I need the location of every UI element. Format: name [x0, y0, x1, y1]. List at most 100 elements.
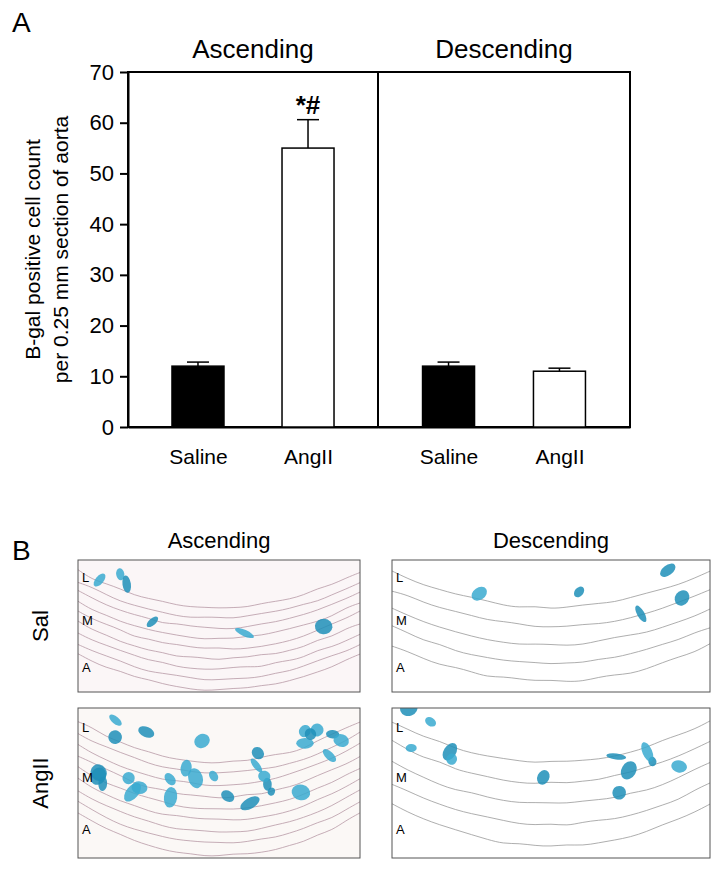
y-tick-label: 20 [90, 313, 114, 338]
panel-title: Ascending [192, 34, 313, 64]
micrograph-texture [78, 560, 360, 692]
micrograph-bg [392, 708, 710, 858]
column-title: Descending [493, 528, 609, 553]
micrograph-texture [392, 708, 710, 858]
stained-cell [267, 787, 277, 797]
layer-label: L [396, 720, 403, 735]
error-bar-cap [548, 367, 570, 369]
y-tick: 30 [90, 262, 128, 287]
error-bar [297, 120, 319, 148]
stained-cell [405, 744, 416, 752]
y-tick-mark [120, 427, 128, 429]
lamella [392, 740, 710, 783]
stained-cell [162, 771, 178, 788]
x-tick: AngII [284, 427, 333, 468]
x-tick-label: AngII [535, 445, 584, 468]
lamella [78, 722, 360, 763]
marks [423, 362, 586, 427]
stained-cell [610, 784, 628, 802]
y-tick-label: 50 [90, 161, 114, 186]
x-tick-label: Saline [169, 445, 227, 468]
micrograph-bg [78, 708, 360, 858]
panel-label: B [12, 535, 31, 566]
stained-cell [207, 769, 220, 783]
y-tick-mark [120, 376, 128, 378]
lamella [78, 633, 360, 669]
micrograph-bg [392, 560, 710, 692]
bar [282, 148, 334, 427]
layer-label: M [396, 770, 407, 785]
stained-cell [91, 572, 107, 589]
stained-cell [398, 708, 420, 719]
y-tick: 0 [102, 415, 128, 440]
layer-label: A [396, 822, 405, 837]
stained-cell [290, 783, 312, 802]
y-tick: 50 [90, 161, 128, 186]
lamella [392, 626, 710, 664]
y-tick-mark [120, 72, 128, 74]
y-axis-title: B-gal positive cell count [21, 139, 44, 360]
lamella [392, 804, 710, 846]
panel-title: Descending [435, 34, 572, 64]
stained-cell [639, 740, 656, 763]
stained-cell [163, 786, 179, 808]
stained-cell [314, 618, 333, 635]
stained-cell [303, 727, 317, 742]
error-bar-cap [187, 361, 209, 363]
layer-label: A [396, 660, 405, 675]
stained-cell [423, 715, 437, 728]
y-tick-label: 10 [90, 364, 114, 389]
y-tick-mark [120, 274, 128, 276]
stained-cell [249, 757, 264, 774]
stained-cell [445, 752, 459, 766]
layer-label: A [82, 660, 91, 675]
annotation: *# [296, 90, 321, 120]
stained-cell [606, 752, 627, 761]
stained-cell [469, 584, 490, 604]
y-tick-mark [120, 173, 128, 175]
y-axis-title: per 0.25 mm section of aorta [49, 116, 72, 384]
layer-label: L [82, 720, 89, 735]
lamella [78, 611, 360, 649]
y-tick-mark [120, 122, 128, 124]
micrograph: LMA [78, 708, 360, 858]
micrograph-border [78, 708, 360, 858]
stained-cell [535, 768, 552, 787]
lamella [392, 783, 710, 825]
y-tick: 10 [90, 364, 128, 389]
x-tick: Saline [420, 427, 478, 468]
error-bar [187, 362, 209, 366]
stained-cell [121, 575, 132, 593]
micrograph: L M A [392, 698, 710, 858]
lamella [78, 767, 360, 809]
stained-cell [145, 615, 160, 629]
x-tick-label: Saline [420, 445, 478, 468]
y-tick: 70 [90, 60, 128, 85]
lamella [78, 790, 360, 832]
lamella [78, 654, 360, 690]
y-axis: 010203040506070 [90, 60, 129, 440]
stained-cell [219, 788, 237, 805]
bar [423, 366, 475, 427]
lamella [78, 801, 360, 843]
figure: AAscending010203040506070SalineAngII*#B-… [0, 0, 714, 869]
lamella [78, 743, 360, 785]
stained-cell [249, 744, 266, 761]
stained-cell [321, 747, 339, 764]
micrograph-texture [78, 708, 360, 858]
lamella [392, 644, 710, 682]
column-title: Ascending [168, 528, 271, 553]
lamella [392, 590, 710, 627]
layer-label: M [82, 770, 93, 785]
stained-cell [106, 728, 125, 747]
plot-frame [128, 72, 378, 427]
stained-cell [658, 561, 678, 580]
error-bar [438, 362, 460, 366]
x-tick: Saline [169, 427, 227, 468]
error-bar-stem [307, 120, 309, 148]
stained-cell [107, 713, 123, 728]
marks [172, 120, 334, 427]
micrograph-texture [392, 560, 710, 692]
stained-cell [238, 793, 262, 813]
lamella [78, 756, 360, 798]
